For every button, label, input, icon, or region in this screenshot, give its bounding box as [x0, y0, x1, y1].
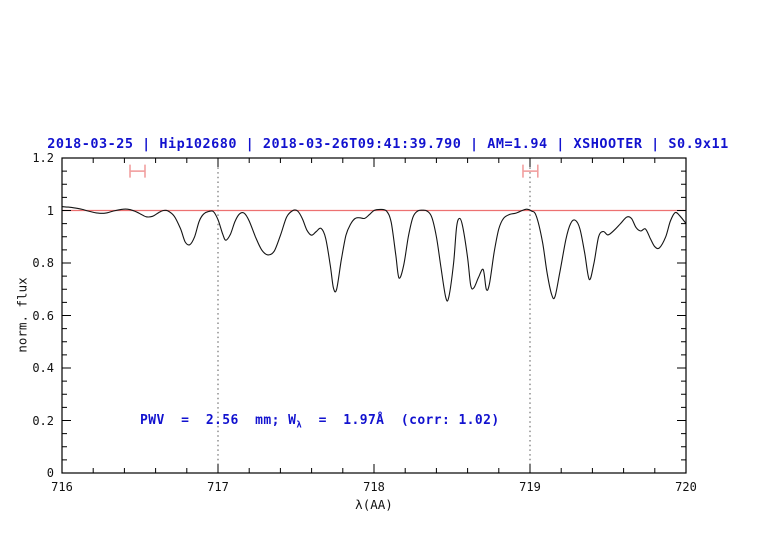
y-tick-label: 0.2	[32, 413, 54, 428]
y-tick-label: 1	[46, 203, 54, 218]
y-tick-label: 0.4	[32, 361, 54, 375]
x-tick-label: 717	[207, 480, 229, 494]
spectrum-curve	[61, 206, 687, 302]
y-tick-label: 0.8	[32, 256, 54, 270]
y-tick-label: 0.6	[32, 308, 54, 323]
y-tick-label: 0	[46, 466, 54, 480]
pwv-annotation-subscript: λ	[296, 420, 303, 431]
x-tick-label: 720	[675, 480, 697, 494]
axis-ticks	[61, 157, 687, 474]
y-tick-label: 1.2	[32, 151, 54, 165]
x-tick-label: 718	[363, 480, 385, 494]
plot-title: 2018-03-25 | Hip102680 | 2018-03-26T09:4…	[47, 136, 729, 152]
y-axis-label: norm. flux	[14, 277, 30, 353]
pwv-annotation: PWV = 2.56 mm; Wλ = 1.97Å (corr: 1.02)	[140, 413, 500, 431]
range-markers	[129, 164, 539, 178]
x-tick-label: 719	[519, 480, 541, 494]
pwv-annotation-suffix: = 1.97Å (corr: 1.02)	[302, 413, 500, 428]
pwv-annotation-prefix: PWV = 2.56 mm; W	[140, 413, 297, 428]
x-tick-label: 716	[51, 480, 73, 494]
x-axis-label: λ(AA)	[355, 497, 393, 512]
